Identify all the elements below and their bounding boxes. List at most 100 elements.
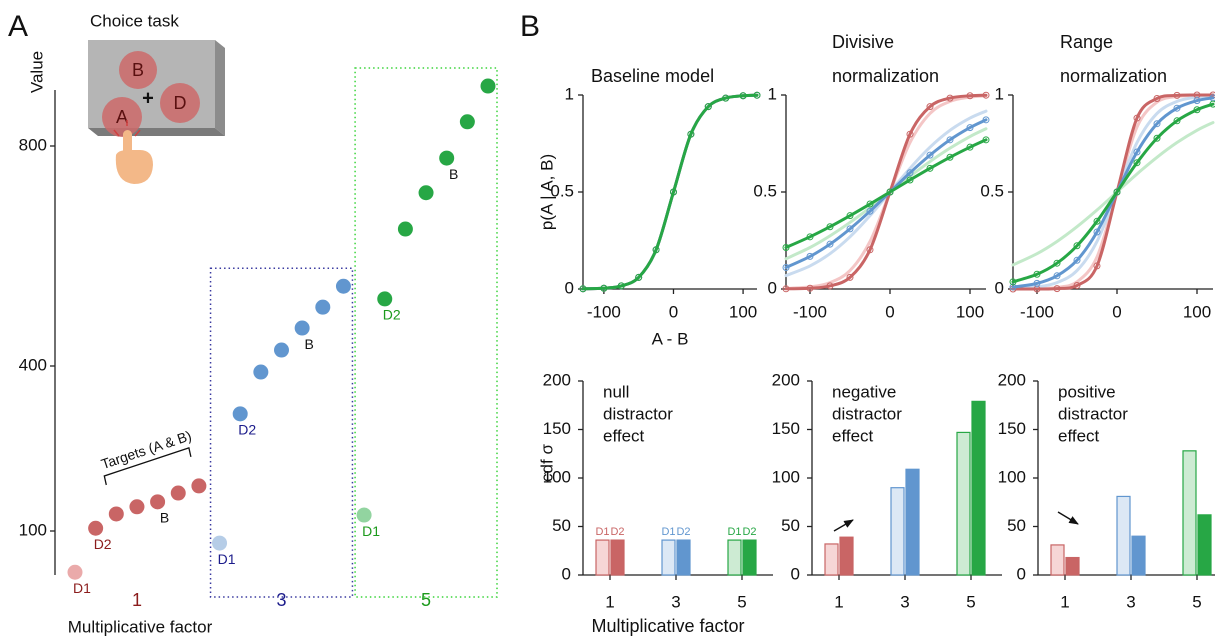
x-tick-label: 0 [885, 302, 894, 321]
option-circle [160, 83, 200, 123]
effect-annotation: distractor [1058, 404, 1128, 423]
data-point [966, 124, 974, 132]
point-label: D1 [73, 580, 91, 596]
data-point [866, 207, 874, 215]
x-tick-label: 1 [605, 592, 614, 611]
fixation-cross: + [142, 87, 154, 109]
curve [1011, 121, 1215, 267]
data-point [1153, 94, 1161, 102]
point-label: D2 [238, 422, 256, 438]
data-point [1193, 97, 1201, 105]
y-tick-label: 800 [19, 135, 47, 154]
effect-arrow [833, 519, 854, 532]
curve [784, 93, 988, 291]
data-point [617, 282, 625, 290]
x-tick-label: 5 [1192, 592, 1201, 611]
y-tick-label: 200 [543, 370, 571, 389]
data-point [866, 200, 874, 208]
data-point [1093, 217, 1101, 225]
value-point [212, 535, 228, 551]
data-point [946, 136, 954, 144]
effect-annotation: distractor [603, 404, 673, 423]
data-point [1073, 242, 1081, 250]
group-box [354, 67, 498, 598]
bar [905, 468, 920, 576]
data-point [826, 223, 834, 231]
plot-title: Range [1060, 32, 1113, 52]
data-point [1053, 272, 1061, 280]
y-tick-label: 50 [781, 516, 800, 535]
data-point [782, 243, 790, 251]
x-tick-label: 5 [737, 592, 746, 611]
y-tick-label: 0.5 [980, 181, 1004, 200]
data-point [1053, 259, 1061, 267]
bar-label: D2 [742, 526, 756, 538]
data-point [946, 94, 954, 102]
value-point [356, 507, 372, 523]
x-tick-label: 100 [956, 302, 984, 321]
option-label: B [132, 60, 144, 80]
curve [581, 93, 759, 291]
value-point [274, 342, 289, 358]
x-tick-label: 1 [834, 592, 843, 611]
y-tick-label: 1 [768, 84, 777, 103]
data-point [982, 136, 990, 144]
curve [1011, 102, 1215, 284]
x-tick-label: -100 [1020, 302, 1054, 321]
plot-title: Divisive [832, 32, 894, 52]
data-point [926, 103, 934, 111]
data-point [635, 273, 643, 281]
data-point [906, 176, 914, 184]
data-point [966, 143, 974, 151]
plot-title: Baseline model [591, 66, 714, 86]
x-tick-label: 3 [1126, 592, 1135, 611]
y-tick-label: 100 [19, 520, 47, 539]
bar [1197, 514, 1212, 576]
x-tick-label: -100 [793, 302, 827, 321]
y-tick-label: 1 [995, 84, 1004, 103]
bar [971, 400, 986, 576]
x-tick-label: 0 [1112, 302, 1121, 321]
x-tick-label: 100 [729, 302, 757, 321]
data-point [1209, 100, 1215, 108]
screen-side [215, 40, 225, 136]
data-point [1133, 148, 1141, 156]
bar [610, 539, 625, 576]
effect-annotation: effect [603, 426, 645, 445]
y-tick-label: 0 [565, 278, 574, 297]
point-label: D1 [362, 523, 380, 539]
y-tick-label: 0 [1017, 564, 1026, 583]
bar [1050, 544, 1065, 576]
x-tick-label: 3 [900, 592, 909, 611]
y-tick-label: 0 [995, 278, 1004, 297]
value-point [459, 114, 475, 130]
bar-label: D1 [661, 526, 675, 538]
point-label: D2 [94, 536, 112, 552]
y-tick-label: 400 [19, 355, 47, 374]
panel-label: B [520, 10, 540, 43]
y-tick-label: 100 [543, 467, 571, 486]
data-point [846, 212, 854, 220]
point-label: D1 [218, 551, 236, 567]
value-point [108, 506, 124, 522]
value-point [191, 478, 207, 494]
x-axis-label: Multiplicative factor [68, 617, 213, 636]
curve [1011, 96, 1215, 289]
y-tick-label: 200 [772, 370, 800, 389]
value-point [480, 78, 496, 94]
group-label: 1 [132, 590, 142, 610]
x-axis-label: A - B [652, 329, 689, 348]
targets-bracket [103, 447, 192, 486]
bar-label: D2 [610, 526, 624, 538]
value-point [253, 364, 269, 380]
value-point [170, 485, 186, 501]
group-box [209, 267, 354, 598]
point-label: B [160, 510, 169, 526]
data-point [1133, 159, 1141, 167]
bar [676, 539, 691, 576]
value-point [418, 185, 434, 201]
x-axis-label: Multiplicative factor [591, 616, 744, 636]
y-axis-label: Value [27, 51, 46, 93]
data-point [739, 92, 747, 100]
value-point [439, 150, 455, 166]
